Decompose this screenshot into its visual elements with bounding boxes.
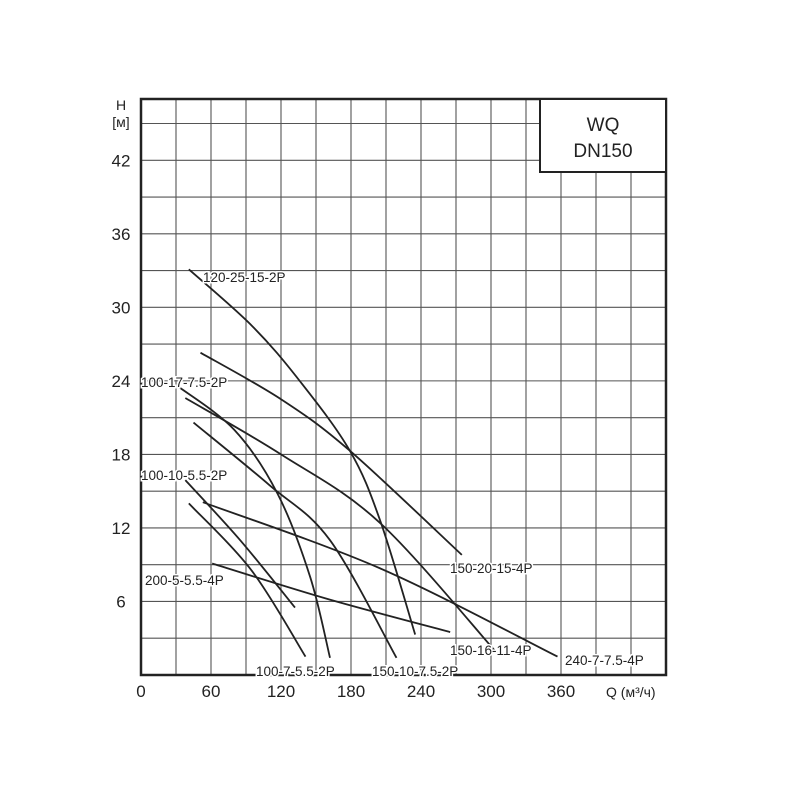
curve-240-7-7.5-4P	[202, 501, 558, 658]
curve-label: 120-25-15-2P	[203, 270, 286, 285]
y-tick-label: 12	[112, 519, 131, 538]
y-tick-label: 36	[112, 225, 131, 244]
curve-label: 100-10-5.5-2P	[141, 468, 227, 483]
x-tick-label: 360	[547, 682, 575, 701]
curve-100-7-5.5-2P	[188, 502, 307, 658]
x-axis-label: Q (м³/ч)	[606, 684, 656, 700]
x-tick-label: 180	[337, 682, 365, 701]
x-tick-labels: 0 60 120 180 240 300 360	[136, 682, 575, 701]
y-axis-label-h: H	[116, 97, 126, 113]
curve-150-20-15-4P	[200, 351, 463, 556]
x-tick-label: 300	[477, 682, 505, 701]
curve-label: 100-17-7.5-2P	[141, 375, 227, 390]
curve-200-5-5.5-4P	[211, 562, 451, 633]
curve-100-17-7.5-2P	[176, 385, 331, 659]
y-tick-label: 30	[112, 298, 131, 317]
curve-100-10-5.5-2P	[184, 479, 296, 609]
curve-label: 200-5-5.5-4P	[145, 573, 224, 588]
y-tick-label: 24	[112, 372, 131, 391]
title-box: WQ DN150	[539, 98, 667, 173]
x-tick-label: 60	[202, 682, 221, 701]
y-tick-labels: 6 12 18 24 30 36 42	[112, 151, 131, 611]
y-tick-label: 6	[116, 592, 125, 611]
curve-label: 150-20-15-4P	[450, 561, 533, 576]
curve-150-16-11-4P	[184, 397, 498, 654]
y-tick-label: 18	[112, 445, 131, 464]
x-tick-label: 120	[267, 682, 295, 701]
y-axis-label-unit: [м]	[112, 114, 129, 130]
x-tick-label: 240	[407, 682, 435, 701]
curve-120-25-15-2P	[188, 268, 417, 635]
title-line-1: WQ	[587, 115, 620, 136]
curve-label: 150-16-11-4P	[450, 643, 532, 658]
curve-labels: 120-25-15-2P 150-20-15-4P 100-17-7.5-2P 150…	[140, 269, 646, 681]
plot-frame	[139, 97, 668, 677]
x-tick-label: 0	[136, 682, 145, 701]
curves	[176, 268, 558, 659]
curve-label: 240-7-7.5-4P	[565, 653, 644, 668]
curve-label: 150-10-7.5-2P	[372, 664, 458, 679]
y-tick-label: 42	[112, 151, 131, 170]
curve-label: 100-7-5.5-2P	[256, 664, 335, 679]
title-line-2: DN150	[573, 141, 632, 162]
